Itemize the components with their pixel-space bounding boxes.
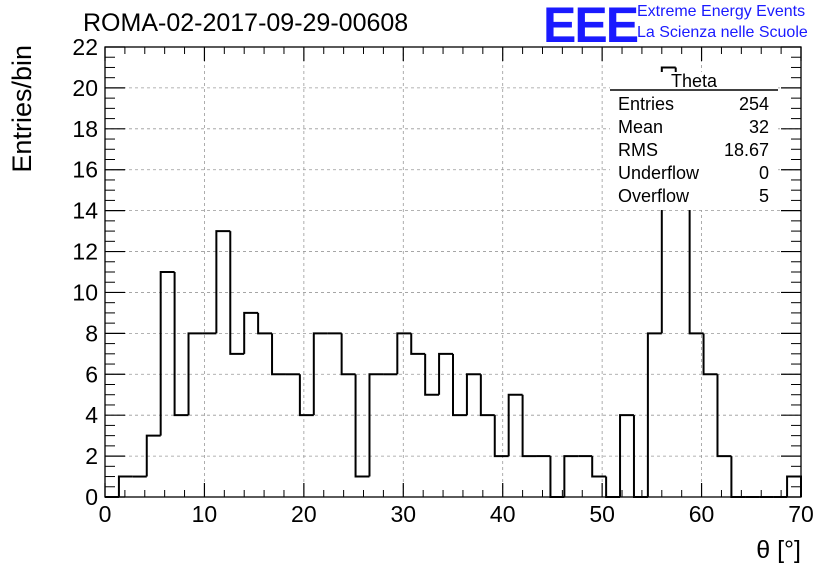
histogram-bin [521, 394, 537, 458]
x-axis-label: θ [°] [756, 536, 801, 564]
x-tick-label: 70 [788, 501, 814, 527]
histogram-bin [493, 415, 509, 458]
stats-label: Mean [618, 117, 663, 137]
stats-value: 254 [739, 94, 769, 114]
stats-value: 32 [749, 117, 769, 137]
histogram-bin [660, 66, 676, 334]
histogram-bin [257, 312, 273, 335]
x-tick-label: 30 [390, 501, 416, 527]
histogram-bin [410, 333, 426, 355]
histogram-bin [507, 393, 523, 457]
histogram-bin [646, 332, 662, 497]
histogram-bin [619, 414, 634, 497]
logo-subtitle-line-1: Extreme Energy Events [637, 3, 806, 20]
histogram-bin [702, 333, 718, 376]
histogram-series [105, 66, 802, 498]
histogram-bin [563, 455, 579, 497]
stats-value: 18.67 [724, 140, 769, 160]
x-tick-label: 0 [99, 501, 112, 527]
histogram-bin [243, 311, 259, 354]
y-tick-label: 4 [85, 402, 98, 428]
logo-subtitle-line-2: La Scienza nelle Scuole [637, 24, 808, 41]
stats-label: Entries [618, 94, 674, 114]
eee-logo: EEE [543, 0, 639, 53]
histogram-bin [591, 456, 607, 478]
y-tick-label: 12 [72, 239, 98, 265]
histogram-bin [312, 332, 328, 416]
x-tick-label: 50 [589, 501, 615, 527]
histogram-bin [716, 374, 732, 458]
stats-box: Theta Entries 254 Mean 32 RMS 18.67 Underflow 0… [610, 71, 778, 210]
axis-ticks [104, 46, 802, 498]
histogram-bin [340, 333, 356, 376]
histogram-bin [396, 332, 412, 375]
y-tick-label: 6 [85, 361, 98, 387]
histogram-bin [354, 374, 370, 478]
histogram-bin [368, 373, 384, 477]
y-tick-label: 14 [72, 198, 98, 224]
x-tick-label: 10 [192, 501, 218, 527]
stats-value: 5 [759, 186, 769, 206]
y-tick-label: 22 [72, 34, 98, 60]
x-tick-label: 20 [291, 501, 317, 527]
histogram-bin [173, 272, 189, 417]
histogram-bin [465, 373, 481, 416]
histogram-bin [605, 476, 621, 498]
y-axis-label: Entries/bin [7, 45, 37, 173]
y-tick-label: 16 [72, 157, 98, 183]
histogram-bin [229, 231, 245, 355]
histogram-bin [424, 353, 440, 396]
stats-label: Underflow [618, 163, 700, 183]
histogram-bin [145, 434, 161, 477]
y-tick-label: 10 [72, 279, 98, 305]
histogram-bin [117, 475, 133, 497]
histogram-bin [479, 374, 495, 417]
stats-label: RMS [618, 140, 658, 160]
stats-label: Overflow [618, 186, 690, 206]
chart-title: ROMA-02-2017-09-29-00608 [83, 9, 409, 37]
stats-box-background [610, 72, 778, 210]
y-tick-label: 18 [72, 116, 98, 142]
x-tick-label: 60 [689, 501, 715, 527]
stats-rows: Entries 254 Mean 32 RMS 18.67 Underflow 0 Overfl… [618, 94, 769, 206]
y-tick-label: 2 [85, 443, 98, 469]
stats-title: Theta [671, 71, 718, 91]
histogram-bin [159, 271, 175, 436]
histogram-bin [438, 352, 453, 395]
y-tick-label: 20 [72, 75, 98, 101]
y-tick-label: 0 [85, 484, 98, 510]
histogram-bin [215, 230, 231, 334]
histogram-bin [271, 333, 286, 376]
stats-value: 0 [759, 163, 769, 183]
x-tick-label: 40 [490, 501, 516, 527]
histogram-bin [452, 353, 467, 417]
histogram-bin [730, 456, 746, 498]
histogram-bin [298, 374, 314, 417]
y-tick-label: 8 [85, 320, 98, 346]
histogram-bin [187, 332, 203, 416]
